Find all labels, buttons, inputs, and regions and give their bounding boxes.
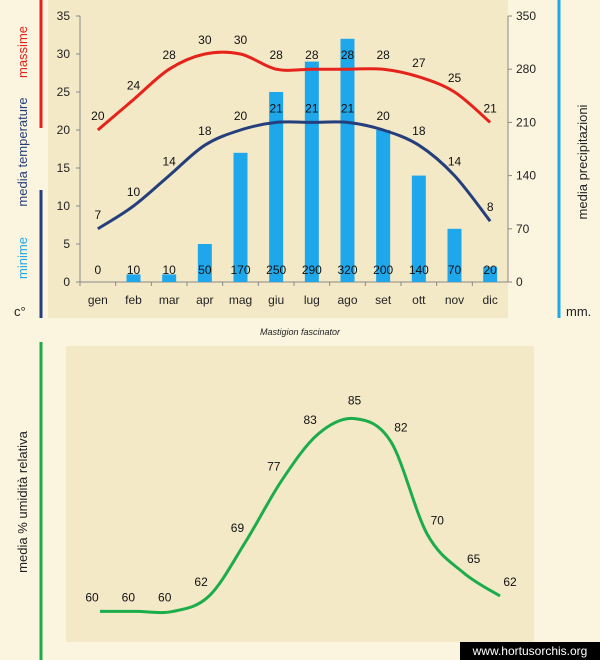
x-tick-label: nov <box>445 293 464 307</box>
left-tick-label: 10 <box>57 199 71 213</box>
chart-title: Mastigion fascinator <box>260 327 341 337</box>
precip-value-label: 20 <box>483 263 497 277</box>
humidity-value-label: 60 <box>158 590 172 604</box>
max-temp-label: 20 <box>91 109 105 123</box>
left-tick-label: 35 <box>57 9 71 23</box>
x-tick-label: lug <box>304 293 320 307</box>
min-temp-label: 21 <box>305 101 319 115</box>
humidity-value-label: 77 <box>267 459 281 473</box>
right-tick-label: 280 <box>516 62 536 76</box>
x-tick-label: mar <box>159 293 180 307</box>
right-tick-label: 210 <box>516 115 536 129</box>
precip-value-label: 70 <box>448 263 462 277</box>
precip-axis-label: media precipitazioni <box>575 104 590 219</box>
left-tick-label: 5 <box>63 237 70 251</box>
humidity-value-label: 60 <box>85 590 99 604</box>
precip-value-label: 290 <box>302 263 322 277</box>
right-tick-label: 0 <box>516 275 523 289</box>
right-tick-label: 70 <box>516 222 530 236</box>
humidity-value-label: 70 <box>431 513 445 527</box>
precip-value-label: 320 <box>337 263 357 277</box>
humidity-line <box>99 416 501 615</box>
min-temp-label: 21 <box>269 101 283 115</box>
max-temp-label: 28 <box>376 48 390 62</box>
min-label: minime <box>15 237 30 279</box>
temp-unit: c° <box>14 304 26 319</box>
max-temp-label: 28 <box>341 48 355 62</box>
watermark: www.hortusorchis.org <box>460 642 600 660</box>
x-tick-label: giu <box>268 293 284 307</box>
precip-bar <box>376 130 391 282</box>
x-tick-label: mag <box>229 293 252 307</box>
min-temp-label: 20 <box>234 109 248 123</box>
left-tick-label: 20 <box>57 123 71 137</box>
humidity-value-label: 83 <box>304 413 318 427</box>
humidity-value-label: 85 <box>348 394 362 408</box>
humidity-value-label: 69 <box>231 521 245 535</box>
x-tick-label: gen <box>88 293 108 307</box>
precip-value-label: 170 <box>230 263 250 277</box>
precip-bar <box>269 92 284 282</box>
min-temp-label: 8 <box>487 200 494 214</box>
precip-value-label: 0 <box>94 263 101 277</box>
max-temp-line <box>96 50 492 132</box>
min-temp-label: 21 <box>341 101 355 115</box>
min-temp-label: 14 <box>448 155 462 169</box>
left-tick-label: 25 <box>57 85 71 99</box>
max-temp-label: 28 <box>305 48 319 62</box>
x-tick-label: ago <box>337 293 357 307</box>
max-temp-label: 28 <box>162 48 176 62</box>
max-temp-label: 21 <box>483 101 497 115</box>
x-tick-label: dic <box>482 293 497 307</box>
min-temp-label: 18 <box>412 124 426 138</box>
right-tick-label: 350 <box>516 9 536 23</box>
min-temp-label: 18 <box>198 124 212 138</box>
precip-bar <box>197 244 212 282</box>
humidity-value-label: 60 <box>122 590 136 604</box>
max-temp-label: 28 <box>269 48 283 62</box>
left-tick-label: 0 <box>63 275 70 289</box>
precip-bar <box>304 61 319 282</box>
precip-unit: mm. <box>566 304 591 319</box>
precip-value-label: 50 <box>198 263 212 277</box>
max-temp-label: 24 <box>127 79 141 93</box>
min-temp-label: 10 <box>127 185 141 199</box>
precip-value-label: 140 <box>409 263 429 277</box>
max-temp-label: 25 <box>448 71 462 85</box>
precip-bar <box>411 175 426 282</box>
left-tick-label: 15 <box>57 161 71 175</box>
humidity-axis-label: media % umidità relativa <box>15 430 30 572</box>
humidity-value-label: 65 <box>467 552 481 566</box>
humidity-value-label: 62 <box>194 575 208 589</box>
humidity-value-label: 82 <box>394 421 408 435</box>
x-tick-label: ott <box>412 293 426 307</box>
x-tick-label: feb <box>125 293 142 307</box>
min-temp-line <box>97 120 492 231</box>
precip-bar <box>483 266 498 282</box>
temp-axis-label: media temperature <box>15 97 30 206</box>
min-temp-label: 20 <box>376 109 390 123</box>
humidity-value-label: 62 <box>503 575 517 589</box>
precip-bar <box>233 152 248 282</box>
max-label: massime <box>15 26 30 78</box>
max-temp-label: 30 <box>234 33 248 47</box>
x-tick-label: apr <box>196 293 213 307</box>
x-tick-label: set <box>375 293 392 307</box>
precip-value-label: 10 <box>162 263 176 277</box>
min-temp-label: 14 <box>162 155 176 169</box>
max-temp-label: 27 <box>412 56 426 70</box>
right-tick-label: 140 <box>516 169 536 183</box>
precip-bar <box>162 274 177 282</box>
left-tick-label: 30 <box>57 47 71 61</box>
precip-value-label: 250 <box>266 263 286 277</box>
precip-value-label: 200 <box>373 263 393 277</box>
precip-value-label: 10 <box>127 263 141 277</box>
max-temp-label: 30 <box>198 33 212 47</box>
min-temp-label: 7 <box>94 208 101 222</box>
bottom-plot-area <box>66 346 534 642</box>
precip-bar <box>340 38 355 282</box>
precip-bar <box>126 274 141 282</box>
precip-bar <box>447 228 462 282</box>
